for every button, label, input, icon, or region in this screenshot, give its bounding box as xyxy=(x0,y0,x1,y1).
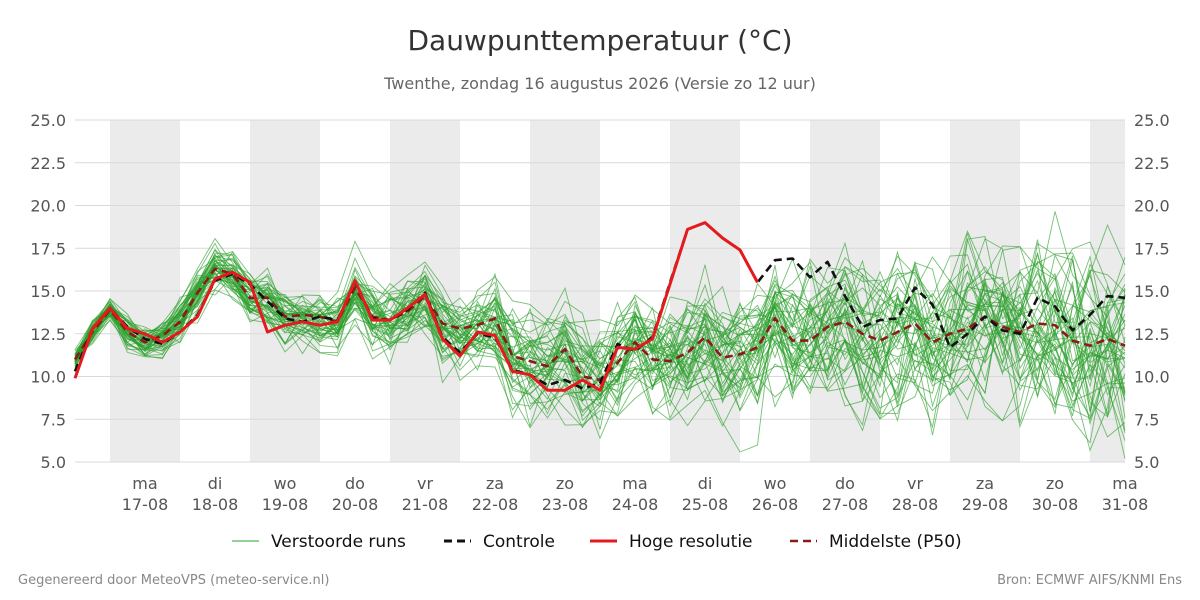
y-tick-label-left: 5.0 xyxy=(41,453,66,472)
legend: Verstoorde runs Controle Hoge resolutie Mid… xyxy=(232,532,962,552)
legend-label: Verstoorde runs xyxy=(271,532,406,552)
y-tick-label-left: 22.5 xyxy=(30,154,66,173)
legend-label: Controle xyxy=(483,532,555,552)
x-tick-day-label: zo xyxy=(1046,474,1064,493)
series-line-hoge-resolutie xyxy=(73,221,759,392)
x-tick-day-label: di xyxy=(698,474,713,493)
y-tick-label-right: 25.0 xyxy=(1134,111,1170,130)
x-tick-date-label: 20-08 xyxy=(332,495,379,514)
legend-label: Middelste (P50) xyxy=(829,532,962,552)
y-tick-label-left: 25.0 xyxy=(30,111,66,130)
x-tick-date-label: 25-08 xyxy=(682,495,729,514)
x-tick-date-label: 22-08 xyxy=(472,495,519,514)
ensemble-member-line xyxy=(74,260,1126,419)
x-tick-date-label: 18-08 xyxy=(192,495,239,514)
y-tick-label-right: 7.5 xyxy=(1134,410,1159,429)
y-axis-ticks: 5.0 5.0 7.5 7.5 10.0 10.0 12.5 12.5 15.0 15.0 17.5… xyxy=(30,111,1169,472)
footer-generator-credit: Gegenereerd door MeteoVPS (meteo-service… xyxy=(18,573,330,588)
y-tick-label-right: 10.0 xyxy=(1134,368,1170,387)
series-line-middelste-p50 xyxy=(73,267,1126,382)
x-tick-day-label: do xyxy=(835,474,855,493)
y-tick-label-left: 12.5 xyxy=(30,325,66,344)
ensemble-member-line xyxy=(74,259,1126,436)
legend-label: Hoge resolutie xyxy=(629,532,753,552)
y-tick-label-left: 20.0 xyxy=(30,197,66,216)
ensemble-member-line xyxy=(74,237,1126,407)
x-tick-day-label: vr xyxy=(907,474,923,493)
y-tick-label-left: 7.5 xyxy=(41,410,66,429)
y-tick-label-right: 5.0 xyxy=(1134,453,1159,472)
ensemble-member-line xyxy=(74,279,1126,427)
ensemble-member-line xyxy=(74,211,1126,432)
x-tick-date-label: 21-08 xyxy=(402,495,449,514)
y-tick-label-right: 12.5 xyxy=(1134,325,1170,344)
y-tick-label-right: 22.5 xyxy=(1134,154,1170,173)
ensemble-member-line xyxy=(74,242,1126,401)
y-tick-label-right: 15.0 xyxy=(1134,282,1170,301)
y-tick-label-left: 15.0 xyxy=(30,282,66,301)
x-axis-ticks: ma 17-08 di 18-08 wo 19-08 do 20-08 vr 21-08 za 22-… xyxy=(122,474,1149,514)
x-tick-day-label: za xyxy=(486,474,504,493)
y-tick-label-right: 20.0 xyxy=(1134,197,1170,216)
y-tick-label-right: 17.5 xyxy=(1134,239,1170,258)
x-tick-date-label: 29-08 xyxy=(962,495,1009,514)
ensemble-members xyxy=(74,211,1126,459)
x-tick-date-label: 26-08 xyxy=(752,495,799,514)
main-series xyxy=(73,221,1126,392)
x-tick-date-label: 17-08 xyxy=(122,495,169,514)
ensemble-member-line xyxy=(74,256,1126,411)
x-tick-date-label: 31-08 xyxy=(1102,495,1149,514)
x-tick-date-label: 19-08 xyxy=(262,495,309,514)
x-tick-day-label: do xyxy=(345,474,365,493)
x-tick-day-label: vr xyxy=(417,474,433,493)
x-tick-day-label: wo xyxy=(274,474,297,493)
y-tick-label-left: 17.5 xyxy=(30,239,66,258)
x-tick-day-label: wo xyxy=(764,474,787,493)
x-tick-day-label: zo xyxy=(556,474,574,493)
y-tick-label-left: 10.0 xyxy=(30,368,66,387)
ensemble-member-line xyxy=(74,251,1126,419)
x-tick-day-label: di xyxy=(208,474,223,493)
chart-subtitle: Twenthe, zondag 16 augustus 2026 (Versie… xyxy=(383,74,816,93)
x-tick-day-label: ma xyxy=(1112,474,1137,493)
x-tick-day-label: ma xyxy=(132,474,157,493)
x-tick-date-label: 30-08 xyxy=(1032,495,1079,514)
chart-title: Dauwpunttemperatuur (°C) xyxy=(407,24,792,57)
x-tick-date-label: 28-08 xyxy=(892,495,939,514)
x-tick-day-label: ma xyxy=(622,474,647,493)
footer-source-credit: Bron: ECMWF AIFS/KNMI Ens xyxy=(997,573,1182,588)
x-tick-date-label: 23-08 xyxy=(542,495,589,514)
ensemble-member-line xyxy=(74,261,1126,426)
x-tick-date-label: 24-08 xyxy=(612,495,659,514)
x-tick-day-label: za xyxy=(976,474,994,493)
x-tick-date-label: 27-08 xyxy=(822,495,869,514)
